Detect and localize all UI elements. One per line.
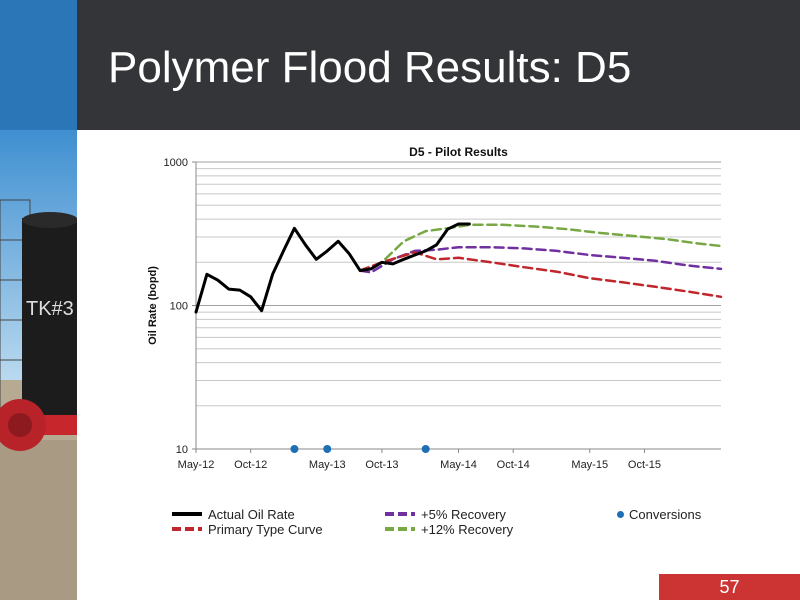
y-tick-label: 1000 (164, 157, 188, 169)
conversion-marker (421, 445, 430, 453)
legend-label-conversions: Conversions (629, 507, 702, 522)
page-number: 57 (719, 577, 740, 597)
conversion-marker (290, 445, 299, 453)
legend-swatch-actual (172, 512, 202, 516)
chart-title: D5 - Pilot Results (409, 145, 508, 159)
legend-label-actual: Actual Oil Rate (208, 507, 295, 522)
legend-label-plus12: +12% Recovery (421, 522, 514, 537)
x-tick-label: Oct-12 (234, 459, 267, 471)
slide-title: Polymer Flood Results: D5 (108, 43, 632, 92)
page-number-box: 57 (659, 574, 800, 600)
x-tick-label: Oct-13 (365, 459, 398, 471)
legend-swatch-plus5 (385, 512, 415, 516)
series-line--12-recovery (358, 223, 723, 272)
legend-swatch-conversions (617, 511, 624, 518)
oilfield-photo: TK#3 (0, 130, 77, 600)
x-tick-label: May-13 (309, 459, 346, 471)
photo-fade (77, 130, 117, 600)
chart-legend: Actual Oil Rate Primary Type Curve +5% R… (0, 500, 800, 550)
header-bar (0, 0, 800, 130)
x-tick-label: Oct-15 (628, 459, 661, 471)
y-tick-label: 100 (170, 301, 188, 313)
legend-swatch-plus12 (385, 527, 415, 531)
x-tick-label: May-15 (571, 459, 608, 471)
legend-label-primary: Primary Type Curve (208, 522, 323, 537)
y-axis-label: Oil Rate (bopd) (147, 266, 159, 345)
tank-label-art: TK#3 (26, 298, 74, 320)
conversion-marker (323, 445, 332, 453)
accent-block (0, 0, 77, 130)
series-line-primary-type-curve (358, 251, 723, 299)
x-tick-label: May-14 (440, 459, 477, 471)
x-tick-label: May-12 (178, 459, 215, 471)
pilot-results-chart: 10 100 1000 May-12 Oct-12 May-13 Oct-13 May-14 O… (147, 145, 723, 471)
legend-swatch-primary (172, 527, 202, 531)
series-line-actual-oil-rate (194, 222, 471, 314)
y-tick-label: 10 (176, 444, 188, 456)
series-line--5-recovery (358, 245, 723, 274)
legend-label-plus5: +5% Recovery (421, 507, 506, 522)
x-tick-label: Oct-14 (497, 459, 530, 471)
